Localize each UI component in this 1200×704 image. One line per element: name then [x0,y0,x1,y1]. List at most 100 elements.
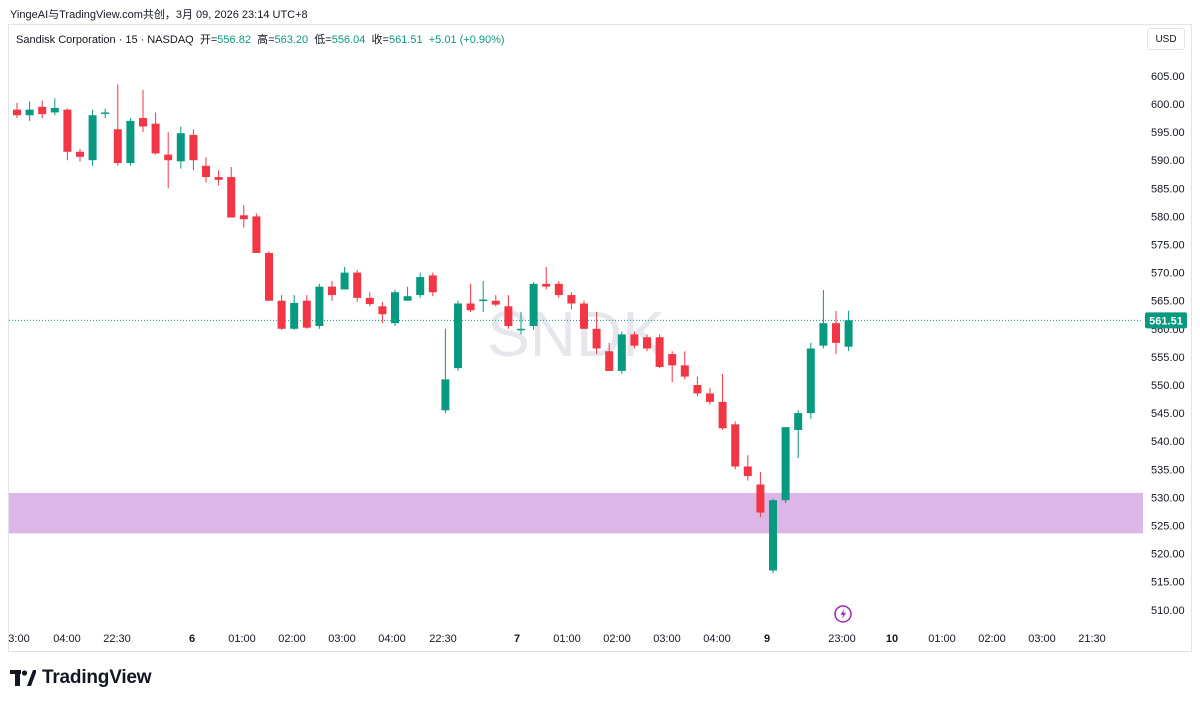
last-price-label: 561.51 [1149,315,1183,327]
candle [126,118,135,166]
candle [202,157,210,183]
candle-body [252,216,261,253]
candle-body [101,112,110,114]
price-axis[interactable]: 510.00 515.00 520.00 525.00 530.00 535.00 540.… [1151,71,1185,617]
candle [580,300,588,329]
time-tick-label: 01:00 [553,633,581,645]
time-tick-label: 6 [189,633,195,645]
candle [302,295,311,329]
candle-body [302,300,311,328]
candle [844,310,853,352]
price-tick-label: 600.00 [1151,99,1185,111]
price-tick-label: 585.00 [1151,183,1185,195]
price-tick-label: 565.00 [1151,296,1185,308]
candle-body [113,129,122,164]
candle-body [328,286,336,296]
candle-body [63,109,72,152]
candle [794,410,803,459]
time-tick-label: 01:00 [928,633,956,645]
candle [328,281,336,301]
candle [479,281,488,312]
time-tick-label: 04:00 [53,633,81,645]
candle [630,331,639,349]
time-tick-label: 02:00 [978,633,1006,645]
candle-body [76,151,84,157]
currency-button[interactable]: USD [1147,28,1185,50]
time-tick-label: 03:00 [1028,633,1056,645]
tradingview-logo-icon [10,670,36,686]
candle [743,455,752,481]
candle-body [794,413,803,430]
candle [718,373,727,430]
candle [50,98,59,116]
candle-body [378,306,387,315]
candle [365,292,374,307]
candle [290,295,299,330]
candle [454,300,462,371]
candle-body [605,351,614,371]
candle [315,283,324,329]
candle-body [265,252,273,301]
candle-body [781,427,790,501]
candle [353,269,362,302]
candle-body [643,337,651,349]
candle-body [844,320,853,347]
candle [38,100,47,119]
event-circle[interactable] [834,605,852,623]
candle [756,472,765,518]
candle-body [466,303,475,311]
price-tick-label: 605.00 [1151,71,1185,83]
time-tick-label: 22:30 [103,633,131,645]
symbol-name: Sandisk Corporation [16,34,116,46]
candle-body [353,272,362,298]
time-tick-label: 02:00 [603,633,631,645]
candle-body [315,286,324,326]
candle [378,301,387,324]
time-tick-label: 22:30 [429,633,457,645]
event-marker[interactable] [834,605,852,623]
symbol-legend[interactable]: Sandisk Corporation · 15 · NASDAQ 开=556.82 高… [16,34,505,46]
time-tick-label: 04:00 [703,633,731,645]
support-zone [9,492,1143,534]
candle-body [731,424,740,467]
candle-body [504,306,513,326]
price-tick-label: 525.00 [1151,521,1185,533]
candles-group [13,84,853,574]
candle [567,292,576,310]
brand-name: TradingView [42,667,152,688]
candle-body [340,272,349,290]
candle [554,281,563,298]
candle-body [832,323,840,343]
high-label: 高 [257,34,269,46]
candle-body [151,123,160,154]
tradingview-logo[interactable]: TradingView [10,667,152,689]
candle-body [630,334,639,346]
candle [731,421,740,470]
candle [542,266,551,290]
price-tick-label: 530.00 [1151,492,1185,504]
candle [491,295,500,307]
last-price-box [1145,312,1187,329]
candle [139,89,147,133]
candle-body [668,354,677,366]
candle [151,112,160,155]
candle-body [441,379,450,411]
candle-body [25,109,34,116]
candle [655,334,664,369]
time-axis[interactable]: 3:00 04:00 22:30 6 01:00 02:00 03:00 04:00 22:30… [8,633,1105,645]
candle-body [756,484,765,513]
candle-body [139,118,147,127]
candle-body [277,300,286,329]
candle [164,132,173,189]
price-tick-label: 535.00 [1151,464,1185,476]
candle-body [806,348,815,414]
candle-body [680,365,689,377]
candle [466,283,475,312]
candle-body [428,275,437,293]
time-tick-label: 7 [514,633,520,645]
price-tick-label: 550.00 [1151,380,1185,392]
time-tick-label: 23:00 [828,633,856,645]
candle [101,108,110,119]
price-tick-label: 540.00 [1151,436,1185,448]
